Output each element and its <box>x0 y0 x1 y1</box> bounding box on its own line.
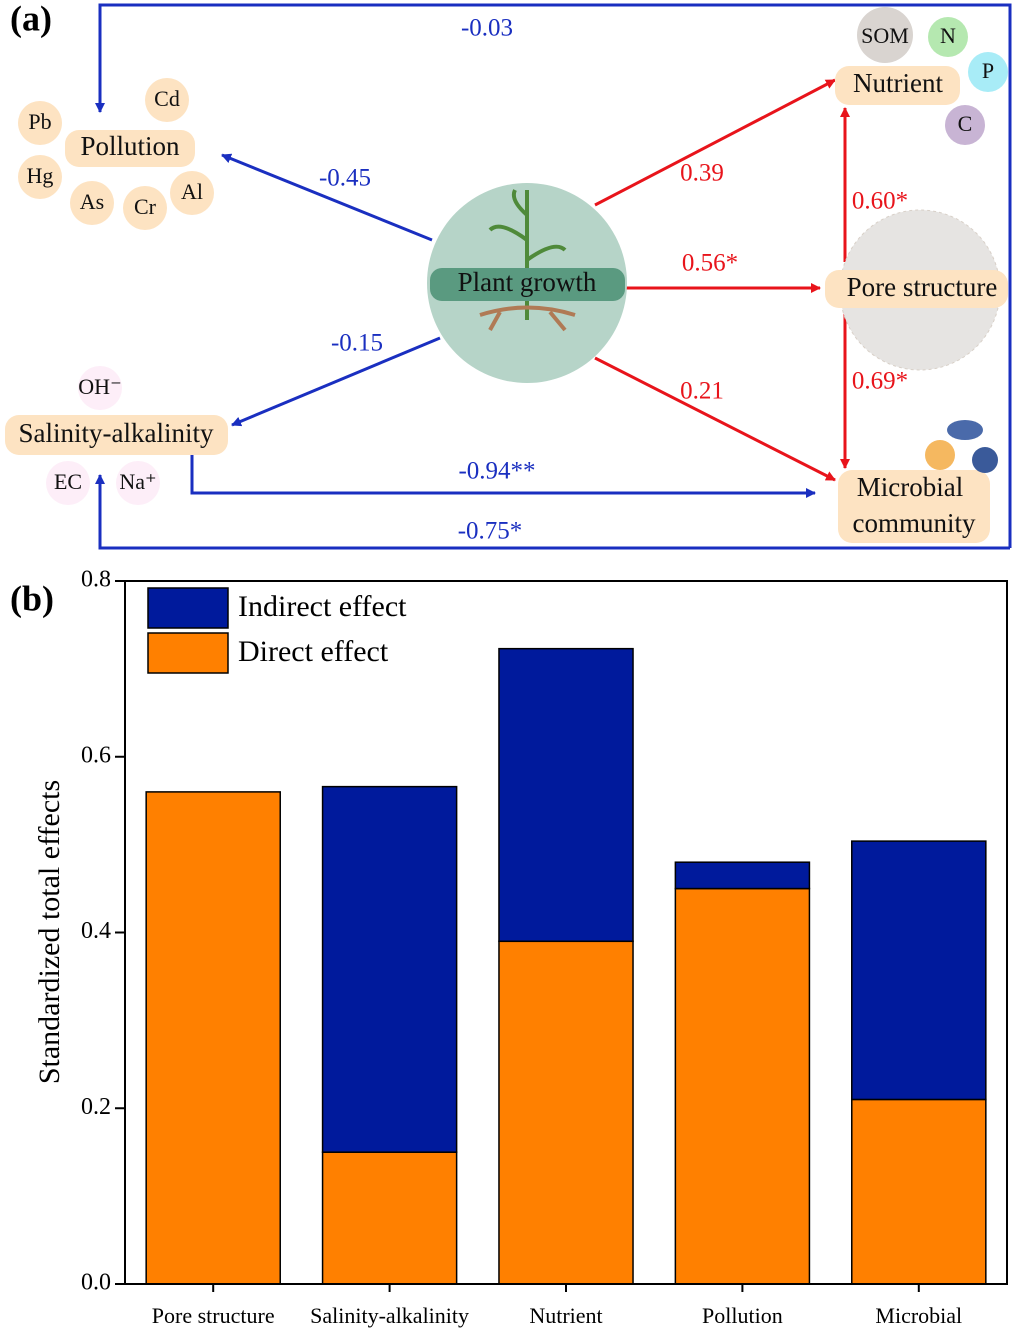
node-box <box>825 270 1008 308</box>
panel-label: (a) <box>10 0 52 38</box>
arrow <box>190 455 816 498</box>
node-box <box>838 470 990 543</box>
microbe-icon <box>972 447 998 473</box>
item-label: C <box>958 111 973 136</box>
microbe-icon <box>947 420 983 440</box>
y-tick-label: 0.0 <box>81 1270 111 1296</box>
panel-a: (a) Plant growth Pollution Pb Cd Hg As C… <box>5 0 1012 550</box>
x-tick-label: Salinity-alkalinity <box>310 1303 469 1328</box>
item-label: Cr <box>134 194 157 219</box>
legend-label: Direct effect <box>238 635 389 668</box>
arrow <box>221 153 433 242</box>
root-icon <box>479 305 576 332</box>
x-tick-label: Microbial <box>875 1303 962 1328</box>
arrow <box>95 474 1010 550</box>
bar <box>321 785 458 1153</box>
node-label: community <box>853 508 976 538</box>
item-label: Pb <box>28 109 51 134</box>
item-label: OH⁻ <box>78 374 121 399</box>
x-tick-label: Pore structure <box>152 1303 275 1328</box>
path-label: 0.69* <box>852 368 908 395</box>
x-tick-label: Nutrient <box>529 1303 602 1328</box>
item-circle <box>170 171 214 215</box>
y-tick-label: 0.4 <box>81 918 111 944</box>
path-label: -0.15 <box>331 330 383 357</box>
node-box <box>430 268 625 301</box>
bar <box>851 840 987 1101</box>
panel-label: (b) <box>10 578 54 618</box>
panel-b: (b) Standardized total effects 0.0 0.2 0.4… <box>10 567 1008 1328</box>
bar <box>145 791 281 1285</box>
item-circle <box>46 461 90 505</box>
path-label: 0.21 <box>680 378 724 405</box>
y-tick-label: 0.6 <box>81 742 111 768</box>
path-label: -0.03 <box>461 15 513 42</box>
node-box <box>65 130 195 167</box>
path-label: -0.45 <box>319 165 371 192</box>
x-tick-label: Pollution <box>702 1303 783 1328</box>
arrow <box>594 356 836 482</box>
item-label: N <box>940 23 956 48</box>
arrow <box>231 336 441 427</box>
item-label: Na⁺ <box>119 469 156 494</box>
node-label: Salinity-alkalinity <box>19 418 214 448</box>
plot-frame <box>124 580 1008 1285</box>
path-label: 0.60* <box>852 188 908 215</box>
microbe-icon <box>925 440 955 470</box>
bar <box>674 861 811 890</box>
item-label: Cd <box>154 86 180 111</box>
item-circle <box>18 101 62 145</box>
arrow <box>594 78 836 207</box>
y-axis-title: Standardized total effects <box>33 780 66 1084</box>
bar <box>321 1151 458 1285</box>
node-label: Plant growth <box>458 267 597 297</box>
item-label: P <box>982 58 994 83</box>
item-label: As <box>80 189 104 214</box>
node-box <box>835 66 960 105</box>
item-circle <box>928 17 968 57</box>
item-label: EC <box>54 469 82 494</box>
node-box <box>5 415 228 455</box>
bar <box>498 647 634 943</box>
node-label: Pollution <box>80 131 180 161</box>
bar <box>498 940 634 1285</box>
path-label: -0.94** <box>458 458 535 485</box>
item-circle <box>18 155 62 199</box>
bar <box>851 1098 987 1285</box>
y-tick-label: 0.8 <box>81 567 111 593</box>
node-label: Microbial <box>857 472 963 502</box>
legend-swatch <box>147 587 229 629</box>
path-label: 0.39 <box>680 160 724 187</box>
legend-label: Indirect effect <box>238 590 407 623</box>
item-circle <box>968 52 1008 92</box>
arrow <box>95 3 1012 548</box>
bar <box>674 887 811 1285</box>
item-label: Hg <box>27 163 54 188</box>
item-circle <box>78 366 122 410</box>
item-circle <box>123 186 167 230</box>
item-circle <box>945 105 985 145</box>
item-circle <box>116 461 160 505</box>
item-circle <box>70 181 114 225</box>
node-label: Nutrient <box>853 68 943 98</box>
item-label: Al <box>181 179 203 204</box>
item-label: SOM <box>861 23 909 48</box>
item-circle <box>857 7 913 63</box>
legend-swatch <box>147 632 229 674</box>
path-label: 0.56* <box>682 250 738 277</box>
plant-icon <box>488 189 567 320</box>
y-tick-label: 0.2 <box>81 1094 111 1120</box>
node-label: Pore structure <box>847 272 998 302</box>
path-label: -0.75* <box>458 518 523 545</box>
item-circle <box>145 78 189 122</box>
